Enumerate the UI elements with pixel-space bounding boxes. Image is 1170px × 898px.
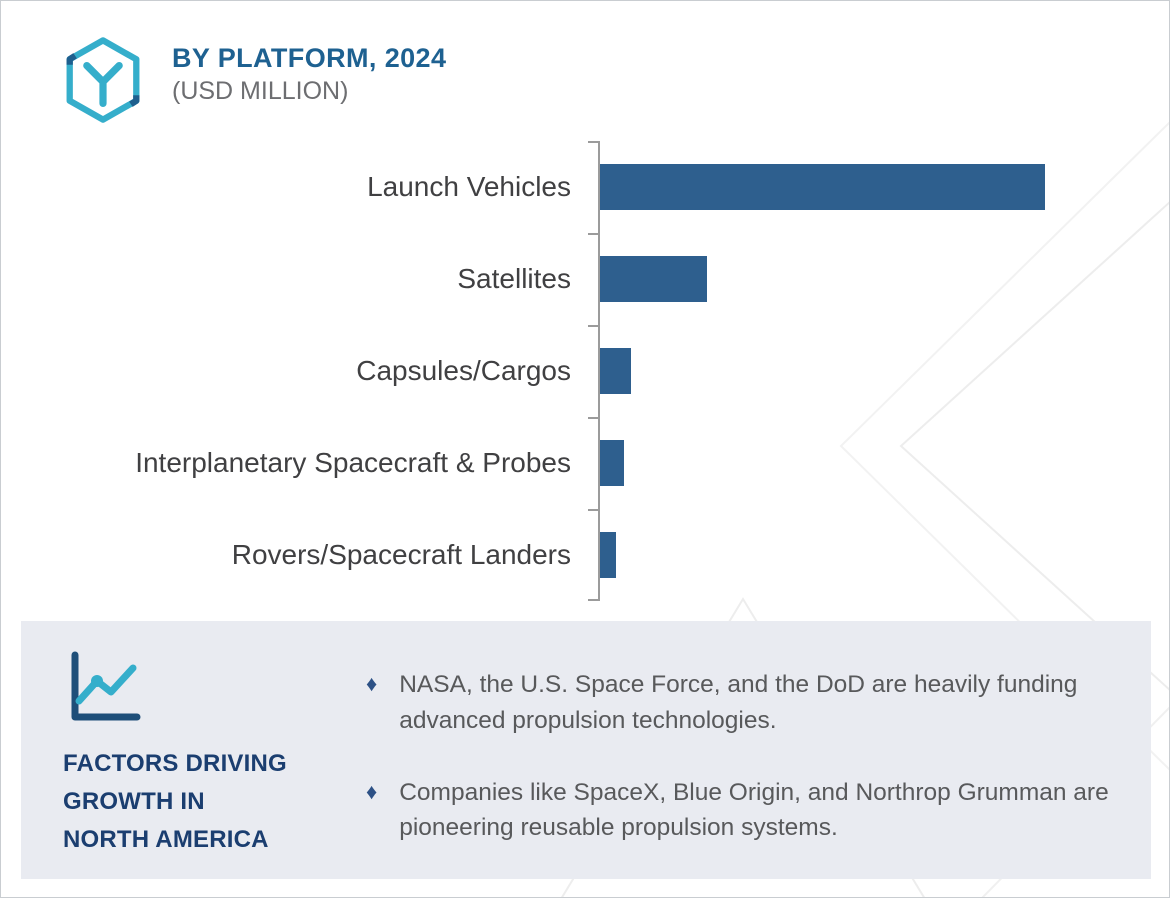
axis-tick	[588, 141, 598, 143]
category-label: Rovers/Spacecraft Landers	[231, 539, 571, 570]
bullet-text: Companies like SpaceX, Blue Origin, and …	[399, 778, 1109, 842]
chart-row: Satellites	[1, 233, 1169, 325]
bar	[600, 532, 616, 578]
line-chart-icon	[71, 651, 141, 721]
chart-row: Rovers/Spacecraft Landers	[1, 509, 1169, 601]
bar	[600, 440, 625, 486]
factors-heading-line-1: FACTORS DRIVING	[63, 750, 287, 777]
diamond-bullet-icon: ♦	[366, 671, 378, 696]
factors-bullet-list: ♦ NASA, the U.S. Space Force, and the Do…	[366, 667, 1146, 846]
y-axis-line	[588, 141, 600, 601]
category-label: Interplanetary Spacecraft & Probes	[135, 447, 571, 478]
factors-panel: FACTORS DRIVING GROWTH IN NORTH AMERICA …	[21, 621, 1151, 879]
axis-tick	[588, 417, 598, 419]
axis-tick	[588, 233, 598, 235]
chart-subtitle: (USD MILLION)	[172, 77, 349, 105]
chart-title: BY PLATFORM, 2024	[172, 43, 447, 73]
title-block: BY PLATFORM, 2024 (USD MILLION)	[172, 43, 446, 125]
diamond-bullet-icon: ♦	[366, 778, 378, 804]
factors-heading-line-2: GROWTH IN	[63, 787, 205, 815]
chart-row: Interplanetary Spacecraft & Probes	[1, 417, 1169, 509]
axis-tick	[588, 509, 598, 511]
category-label: Launch Vehicles	[367, 171, 571, 202]
chart-header: BY PLATFORM, 2024 (USD MILLION)	[58, 35, 446, 125]
category-label: Capsules/Cargos	[356, 355, 571, 386]
axis-tick	[588, 325, 598, 327]
category-label: Satellites	[457, 263, 571, 294]
chart-rows: Launch Vehicles Satellites Capsules/Cargos…	[1, 141, 1169, 601]
bullet-text: NASA, the U.S. Space Force, and the DoD …	[399, 671, 1078, 734]
list-item: ♦ Companies like SpaceX, Blue Origin, an…	[366, 775, 1146, 847]
bar	[600, 348, 632, 394]
axis-tick	[588, 599, 598, 601]
factors-heading-line-3: NORTH AMERICA	[63, 825, 269, 853]
bar	[600, 256, 707, 302]
chart-row: Capsules/Cargos	[1, 325, 1169, 417]
hexagon-y-logo-icon	[66, 37, 140, 123]
factors-heading: FACTORS DRIVING GROWTH IN NORTH AMERICA	[63, 745, 343, 859]
bar-chart: Launch Vehicles Satellites Capsules/Cargos…	[1, 141, 1169, 601]
bar	[600, 164, 1045, 210]
chart-row: Launch Vehicles	[1, 141, 1169, 233]
list-item: ♦ NASA, the U.S. Space Force, and the Do…	[366, 667, 1146, 739]
